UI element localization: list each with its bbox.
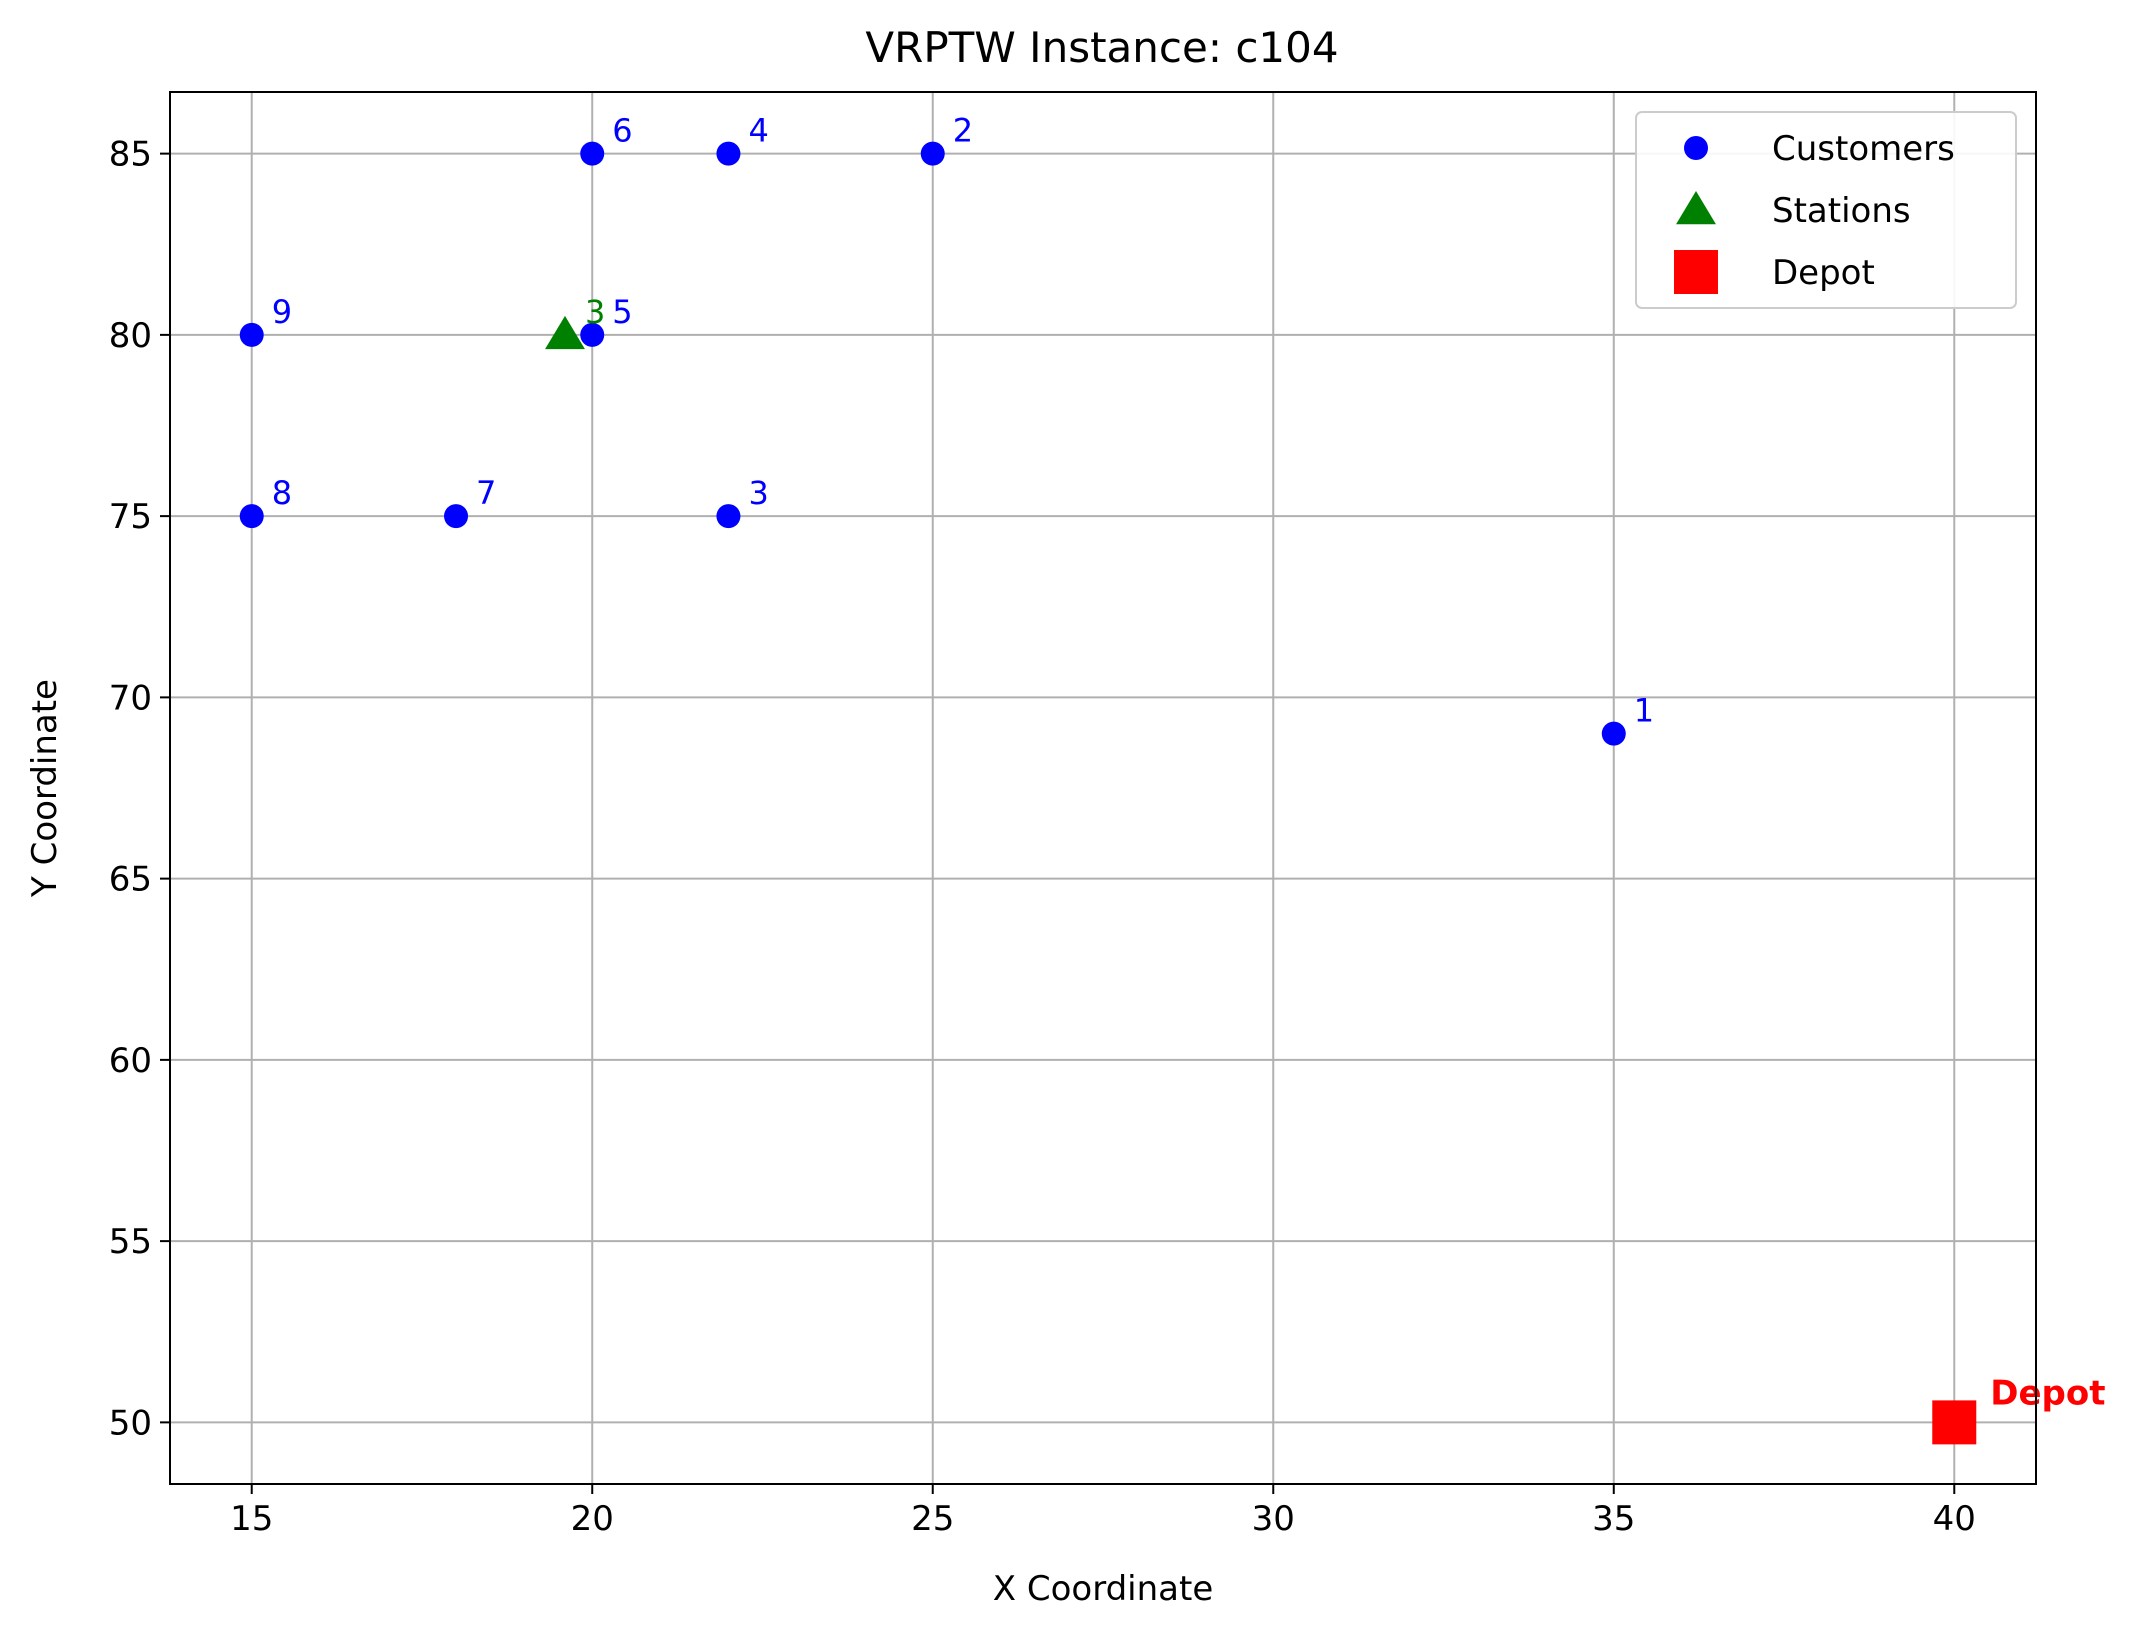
- chart-title: VRPTW Instance: c104: [865, 23, 1338, 72]
- x-axis-label: X Coordinate: [993, 1569, 1214, 1609]
- legend-customers-label: Customers: [1772, 129, 1955, 169]
- y-tick-label: 80: [109, 316, 152, 356]
- legend-customers-marker: [1684, 136, 1708, 160]
- x-tick-label: 20: [571, 1499, 614, 1539]
- customers-point-label: 2: [953, 112, 973, 150]
- stations-point-label: 3: [585, 293, 605, 331]
- customers-point-2: [920, 141, 945, 166]
- customers-point-8: [239, 504, 264, 529]
- customers-point-label: 6: [612, 112, 632, 150]
- x-tick-label: 25: [911, 1499, 954, 1539]
- customers-point-3: [716, 504, 741, 529]
- customers-point-6: [580, 141, 605, 166]
- x-tick-label: 15: [230, 1499, 273, 1539]
- legend-stations-label: Stations: [1772, 191, 1911, 231]
- customers-point-label: 7: [476, 474, 496, 512]
- legend-stations-marker: [1676, 191, 1716, 225]
- depot-point-depot: [1932, 1400, 1977, 1445]
- x-tick-label: 40: [1933, 1499, 1976, 1539]
- y-tick-label: 75: [109, 497, 152, 537]
- legend-box: [1635, 111, 2017, 309]
- y-tick-label: 65: [109, 860, 152, 900]
- customers-point-label: 5: [612, 293, 632, 331]
- customers-point-1: [1601, 721, 1626, 746]
- customers-point-5: [580, 322, 605, 347]
- legend-depot-label: Depot: [1772, 253, 1875, 293]
- stations-point-3: [545, 315, 585, 350]
- y-axis-label: Y Coordinate: [25, 679, 65, 898]
- legend-depot-marker: [1674, 250, 1718, 294]
- customers-point-label: 1: [1634, 692, 1654, 730]
- customers-point-4: [716, 141, 741, 166]
- y-tick-label: 85: [109, 135, 152, 175]
- y-tick-label: 70: [109, 678, 152, 718]
- customers-point-label: 9: [272, 293, 292, 331]
- y-tick-label: 55: [109, 1222, 152, 1262]
- customers-point-7: [444, 504, 469, 529]
- y-tick-label: 60: [109, 1041, 152, 1081]
- plot-area-frame: [169, 91, 2037, 1485]
- x-tick-label: 30: [1252, 1499, 1295, 1539]
- depot-point-label: Depot: [1990, 1373, 2105, 1413]
- x-tick-label: 35: [1592, 1499, 1635, 1539]
- y-tick-label: 50: [109, 1403, 152, 1443]
- customers-point-label: 4: [748, 112, 768, 150]
- customers-point-label: 8: [272, 474, 292, 512]
- customers-point-9: [239, 322, 264, 347]
- legend: Customers Stations Depot: [1635, 111, 2017, 309]
- data-points: 1 2 3 4 5 6 7 8 9 3 Depot: [239, 112, 2106, 1445]
- customers-point-label: 3: [748, 474, 768, 512]
